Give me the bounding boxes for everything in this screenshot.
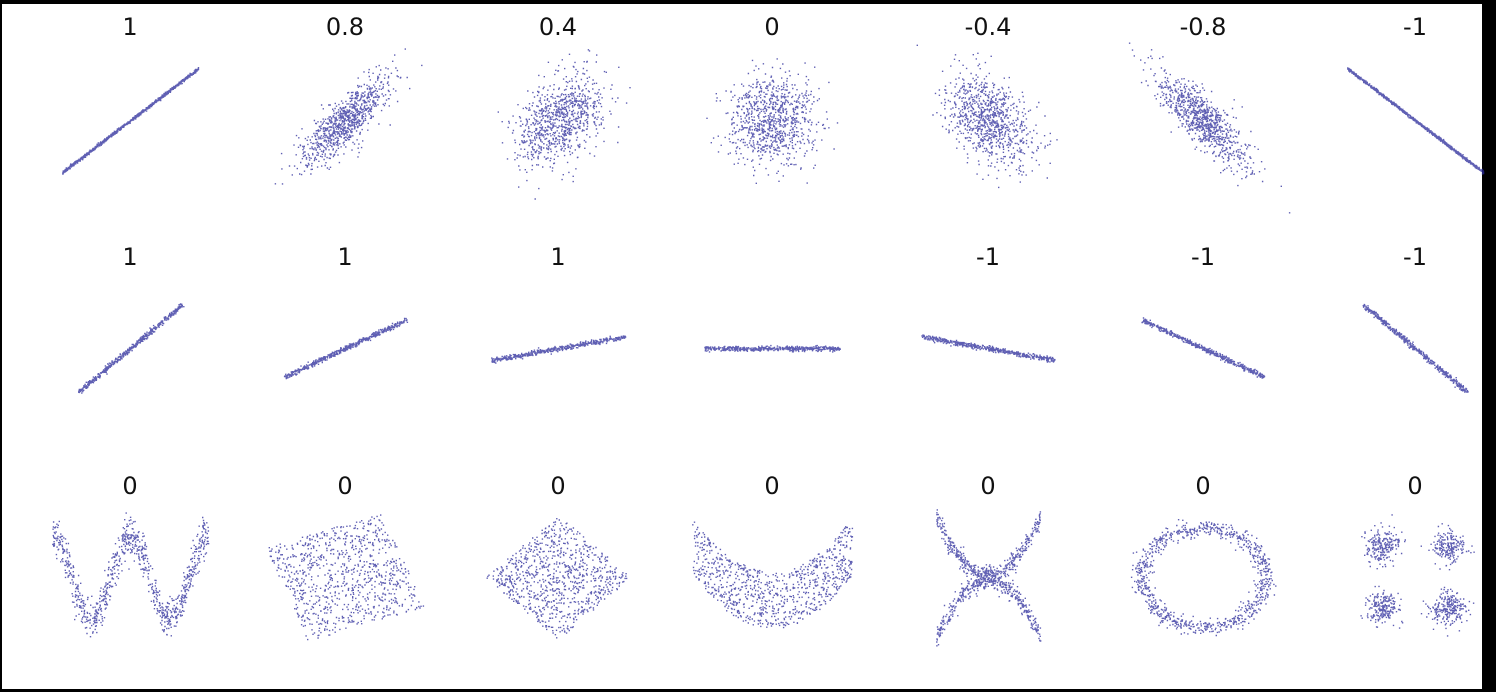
correlation-label: -1 (1403, 243, 1427, 271)
correlation-label: 0 (1407, 472, 1422, 500)
correlation-label: 0.8 (326, 13, 364, 41)
scatter-cloud (274, 48, 423, 185)
scatter-cloud (491, 335, 627, 364)
scatter-cloud (1360, 514, 1475, 637)
scatter-cloud (706, 58, 839, 185)
scatter-cloud (1362, 303, 1469, 393)
correlation-label: -0.4 (965, 13, 1012, 41)
correlation-label: 0 (550, 472, 565, 500)
scatter-cloud (692, 521, 854, 629)
correlation-label: 1 (122, 13, 137, 41)
scatter-cloud (1128, 42, 1291, 214)
correlation-label: 1 (337, 243, 352, 271)
correlation-label: 0 (1195, 472, 1210, 500)
scatter-cloud (921, 334, 1056, 363)
scatter-cloud (268, 514, 425, 641)
correlation-label: 0 (764, 472, 779, 500)
scatter-cloud (1347, 67, 1485, 175)
correlation-label: -1 (1403, 13, 1427, 41)
correlation-label: 1 (550, 243, 565, 271)
canvas (2, 4, 1482, 689)
scatter-cloud (52, 512, 210, 638)
correlation-label: 1 (122, 243, 137, 271)
scatter-cloud (916, 44, 1058, 189)
correlation-label: -1 (1191, 243, 1215, 271)
correlation-label: 0 (764, 13, 779, 41)
correlation-label: -1 (976, 243, 1000, 271)
correlation-label: -0.8 (1180, 13, 1227, 41)
scatter-cloud (936, 509, 1042, 647)
scatter-cloud (486, 518, 628, 639)
scatter-cloud (497, 49, 631, 200)
scatter-cloud (283, 317, 409, 380)
correlation-label: 0 (980, 472, 995, 500)
correlation-label: 0 (122, 472, 137, 500)
scatter-cloud (704, 344, 841, 353)
scatter-cloud (1141, 317, 1266, 379)
correlation-label: 0.4 (539, 13, 577, 41)
correlation-label: 0 (337, 472, 352, 500)
scatter-cloud (78, 303, 185, 394)
scatter-cloud (62, 67, 200, 175)
